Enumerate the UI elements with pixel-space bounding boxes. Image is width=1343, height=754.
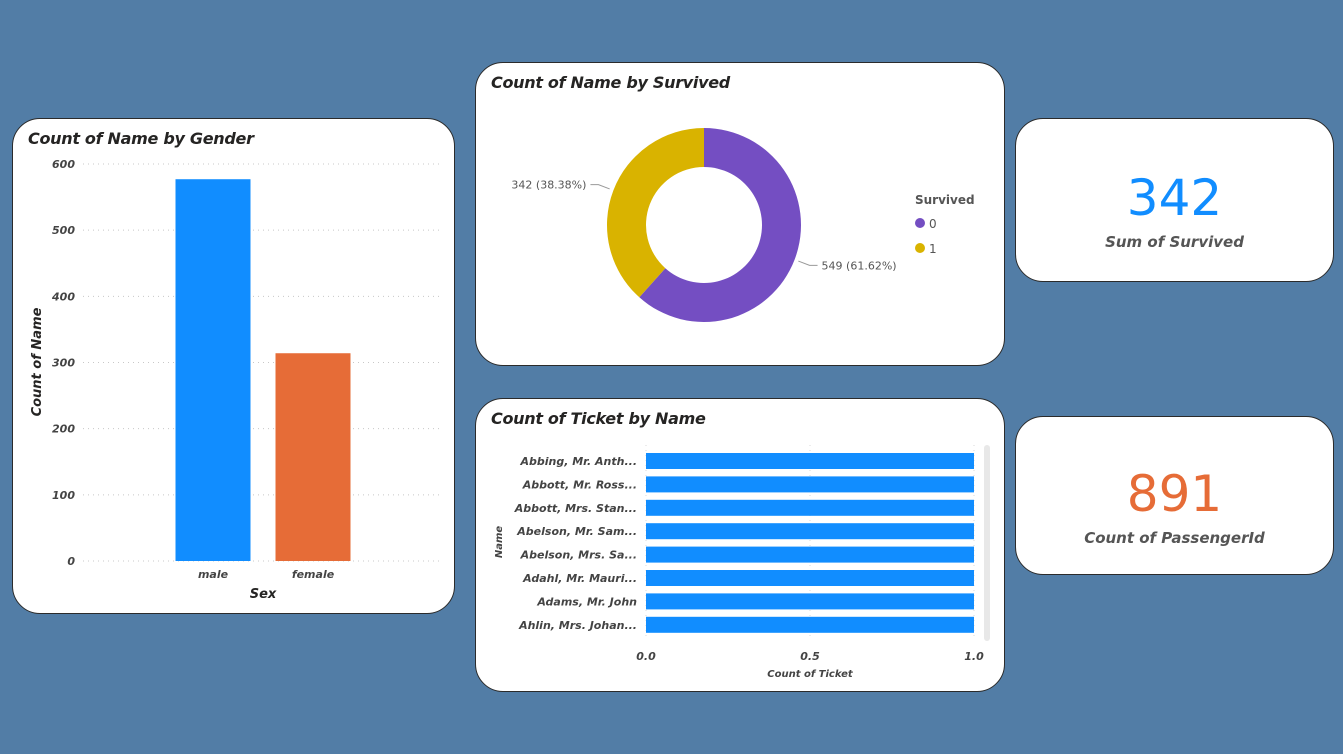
- legend-marker-1: [915, 243, 925, 253]
- leader-line: [798, 260, 818, 266]
- x-tick-label: 1.0: [964, 650, 984, 663]
- gender-chart-card[interactable]: Count of Name by Gender 0 100 200 300 400 500…: [12, 118, 455, 614]
- y-tick-label: Ahlin, Mrs. Johan...: [518, 619, 637, 632]
- gender-bar-chart: 0 100 200 300 400 500 600 male female Sex Count of…: [30, 158, 441, 602]
- y-tick-label: 100: [52, 489, 75, 502]
- legend-label: 0: [929, 217, 937, 231]
- bar-row: [646, 570, 974, 586]
- y-tick-label: Abbing, Mr. Anth...: [519, 455, 637, 468]
- ticket-chart-title: Count of Ticket by Name: [491, 409, 706, 428]
- data-label: 549 (61.62%): [822, 259, 897, 272]
- bar-row: [646, 616, 974, 633]
- legend-title: Survived: [915, 193, 975, 207]
- kpi-survived-value: 342: [1126, 169, 1223, 227]
- bar-row: [646, 546, 974, 563]
- y-tick-label: 600: [52, 158, 75, 171]
- y-tick-label: 200: [52, 423, 75, 436]
- kpi-survived-label: Sum of Survived: [1105, 233, 1244, 251]
- x-axis-title: Count of Ticket: [767, 669, 854, 680]
- y-tick-label: Abelson, Mr. Sam...: [516, 525, 637, 538]
- ticket-chart-card[interactable]: Count of Ticket by Name 0.0 0.5 1.0 Abbing,…: [475, 398, 1005, 692]
- data-label: 342 (38.38%): [511, 179, 586, 192]
- kpi-passenger-label: Count of PassengerId: [1084, 529, 1265, 547]
- survived-chart-card[interactable]: Count of Name by Survived 549 (61.62%) 34…: [475, 62, 1005, 366]
- x-tick-label: 0.0: [636, 650, 656, 663]
- y-tick-label: Abbott, Mr. Ross...: [522, 478, 637, 491]
- bar-row: [646, 593, 974, 610]
- gender-chart-title: Count of Name by Gender: [28, 129, 254, 148]
- legend-marker-0: [915, 218, 925, 228]
- leader-line: [590, 184, 610, 190]
- bar-row: [646, 523, 974, 540]
- donut-slice-0: [639, 128, 801, 322]
- bar-row: [646, 499, 974, 516]
- x-tick-label: 0.5: [800, 650, 820, 663]
- survived-donut-chart: 549 (61.62%) 342 (38.38%) Survived 0 1: [511, 128, 975, 322]
- kpi-passenger-value: 891: [1126, 465, 1223, 523]
- y-tick-label: 0: [67, 555, 75, 568]
- ticket-bar-chart: 0.0 0.5 1.0 Abbing, Mr. Anth... Abbott, Mr. …: [494, 445, 984, 680]
- y-tick-label: Abbott, Mrs. Stan...: [514, 502, 637, 515]
- y-axis-title: Count of Name: [30, 307, 45, 416]
- bar-female: [275, 353, 351, 561]
- x-tick-label: male: [198, 568, 229, 581]
- y-tick-label: Adams, Mr. John: [536, 595, 637, 608]
- kpi-survived-card[interactable]: 342 Sum of Survived: [1015, 118, 1334, 282]
- x-axis-title: Sex: [250, 587, 277, 602]
- y-tick-label: 500: [52, 224, 75, 237]
- legend-label: 1: [929, 242, 937, 256]
- y-tick-label: 300: [52, 357, 75, 370]
- donut-slice-1: [607, 128, 704, 298]
- x-tick-label: female: [292, 568, 335, 581]
- y-tick-label: Adahl, Mr. Mauri...: [522, 572, 637, 585]
- bar-row: [646, 476, 974, 493]
- survived-chart-title: Count of Name by Survived: [491, 73, 730, 92]
- y-axis-title: Name: [494, 526, 505, 559]
- y-tick-label: 400: [51, 290, 75, 303]
- bar-row: [646, 453, 974, 469]
- scrollbar-track[interactable]: [984, 445, 990, 641]
- kpi-passenger-card[interactable]: 891 Count of PassengerId: [1015, 416, 1334, 575]
- y-tick-label: Abelson, Mrs. Sa...: [520, 549, 637, 562]
- bar-male: [175, 179, 251, 562]
